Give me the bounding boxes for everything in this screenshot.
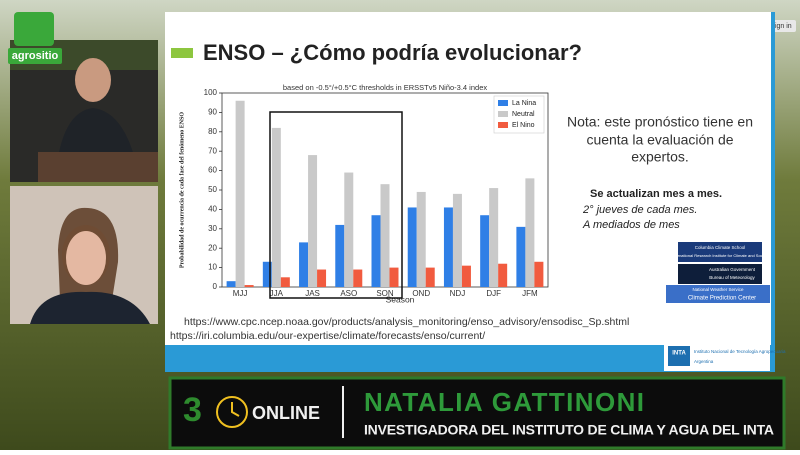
bar — [498, 263, 508, 287]
y-tick-label: 0 — [213, 282, 218, 291]
bar — [344, 172, 354, 287]
bar — [235, 100, 245, 287]
bar — [461, 265, 471, 287]
banner-role: INVESTIGADORA DEL INSTITUTO DE CLIMA Y A… — [364, 422, 774, 438]
chart: based on -0.5°/+0.5°C thresholds in ERSS… — [179, 83, 549, 304]
bar — [280, 277, 290, 287]
bar — [480, 215, 490, 287]
note-line: expertos. — [631, 149, 689, 165]
legend-label: La Nina — [512, 100, 536, 107]
clock-hands — [231, 402, 240, 417]
bar — [299, 242, 309, 287]
y-tick-label: 10 — [208, 263, 217, 272]
y-tick-label: 60 — [208, 166, 217, 175]
bar — [416, 191, 426, 287]
logo-inta-mark — [668, 346, 690, 366]
y-tick-label: 100 — [204, 88, 218, 97]
update-note: Se actualizan mes a mes. — [590, 188, 722, 200]
bar — [226, 281, 236, 287]
y-axis-label: Probabilidad de ocurrencia de cada fase … — [179, 112, 185, 268]
y-tick-label: 90 — [208, 108, 217, 117]
x-tick-label: NDJ — [450, 289, 466, 298]
bar — [534, 261, 544, 287]
guest-body — [30, 291, 150, 324]
x-tick-label: JJA — [270, 289, 284, 298]
legend-label: Neutral — [512, 111, 535, 118]
x-tick-label: SON — [376, 289, 394, 298]
logo-text: Australian Government — [709, 267, 756, 272]
logo-text: Columbia Climate School — [695, 245, 746, 250]
link[interactable]: https://www.cpc.ncep.noaa.gov/products/a… — [184, 316, 629, 328]
logo-bom — [678, 264, 762, 284]
bar — [525, 178, 535, 287]
banner-label: ONLINE — [252, 403, 320, 423]
bar — [389, 267, 399, 287]
bar — [425, 267, 435, 287]
y-tick-label: 50 — [208, 185, 217, 194]
legend-label: El Nino — [512, 122, 535, 129]
bar — [262, 261, 272, 287]
logo-cpc — [666, 285, 770, 303]
bar — [271, 127, 281, 287]
banner-divider — [342, 386, 344, 438]
clock-icon — [216, 396, 248, 428]
link[interactable]: https://iri.columbia.edu/our-expertise/c… — [170, 330, 485, 342]
legend-swatch — [498, 122, 508, 128]
bar — [489, 188, 499, 287]
logo-iri — [678, 242, 762, 262]
x-axis-label: Season — [386, 294, 415, 304]
y-tick-label: 40 — [208, 205, 217, 214]
logo-text: Argentina — [694, 359, 714, 364]
bar — [317, 269, 327, 287]
bar — [443, 207, 453, 287]
logo-text: Climate Prediction Center — [688, 296, 756, 302]
x-tick-label: JAS — [305, 289, 320, 298]
brand-name: agrositio — [12, 50, 59, 62]
sign-in-label[interactable]: Sign in — [770, 23, 792, 30]
slide-edge — [771, 12, 775, 345]
bar — [380, 184, 390, 287]
host-face — [75, 58, 111, 102]
logo-text: Instituto Nacional de Tecnología Agropec… — [694, 349, 786, 354]
brand-icon — [14, 12, 54, 46]
brand-box — [8, 48, 62, 64]
x-tick-label: MJJ — [233, 289, 248, 298]
y-tick-label: 70 — [208, 146, 217, 155]
update-detail: A mediados de mes — [582, 219, 680, 231]
slide-title: ENSO – ¿Cómo podría evolucionar? — [203, 40, 582, 65]
bar — [353, 269, 363, 287]
logo-text: INTA — [672, 351, 686, 357]
title-accent — [171, 48, 193, 58]
banner-number: 3 — [183, 391, 202, 429]
note-line: Nota: este pronóstico tiene en — [567, 114, 753, 130]
highlight-box — [269, 111, 403, 299]
bar — [308, 155, 318, 287]
bar — [244, 285, 254, 287]
banner — [168, 376, 786, 450]
y-tick-label: 80 — [208, 127, 217, 136]
bar — [452, 193, 462, 287]
banner-name: NATALIA GATTINONI — [364, 387, 644, 417]
x-tick-label: ASO — [340, 289, 357, 298]
bar — [371, 215, 381, 287]
desk — [38, 152, 158, 182]
legend-swatch — [498, 100, 508, 106]
chart-subtitle: based on -0.5°/+0.5°C thresholds in ERSS… — [283, 83, 487, 92]
logo-text: National Weather Service — [693, 287, 744, 292]
y-tick-label: 20 — [208, 243, 217, 252]
bar — [407, 207, 417, 287]
bar — [516, 226, 526, 287]
guest-face-front — [66, 231, 106, 285]
logo-text: Bureau of Meteorology — [709, 275, 755, 280]
y-tick-label: 30 — [208, 224, 217, 233]
update-detail: 2° jueves de cada mes. — [582, 204, 697, 216]
bar — [335, 224, 345, 287]
logo-text: International Research Institute for Cli… — [671, 253, 769, 258]
note-line: cuenta la evaluación de — [586, 132, 733, 148]
legend-swatch — [498, 111, 508, 117]
x-tick-label: DJF — [486, 289, 501, 298]
x-tick-label: OND — [412, 289, 430, 298]
x-tick-label: JFM — [522, 289, 538, 298]
